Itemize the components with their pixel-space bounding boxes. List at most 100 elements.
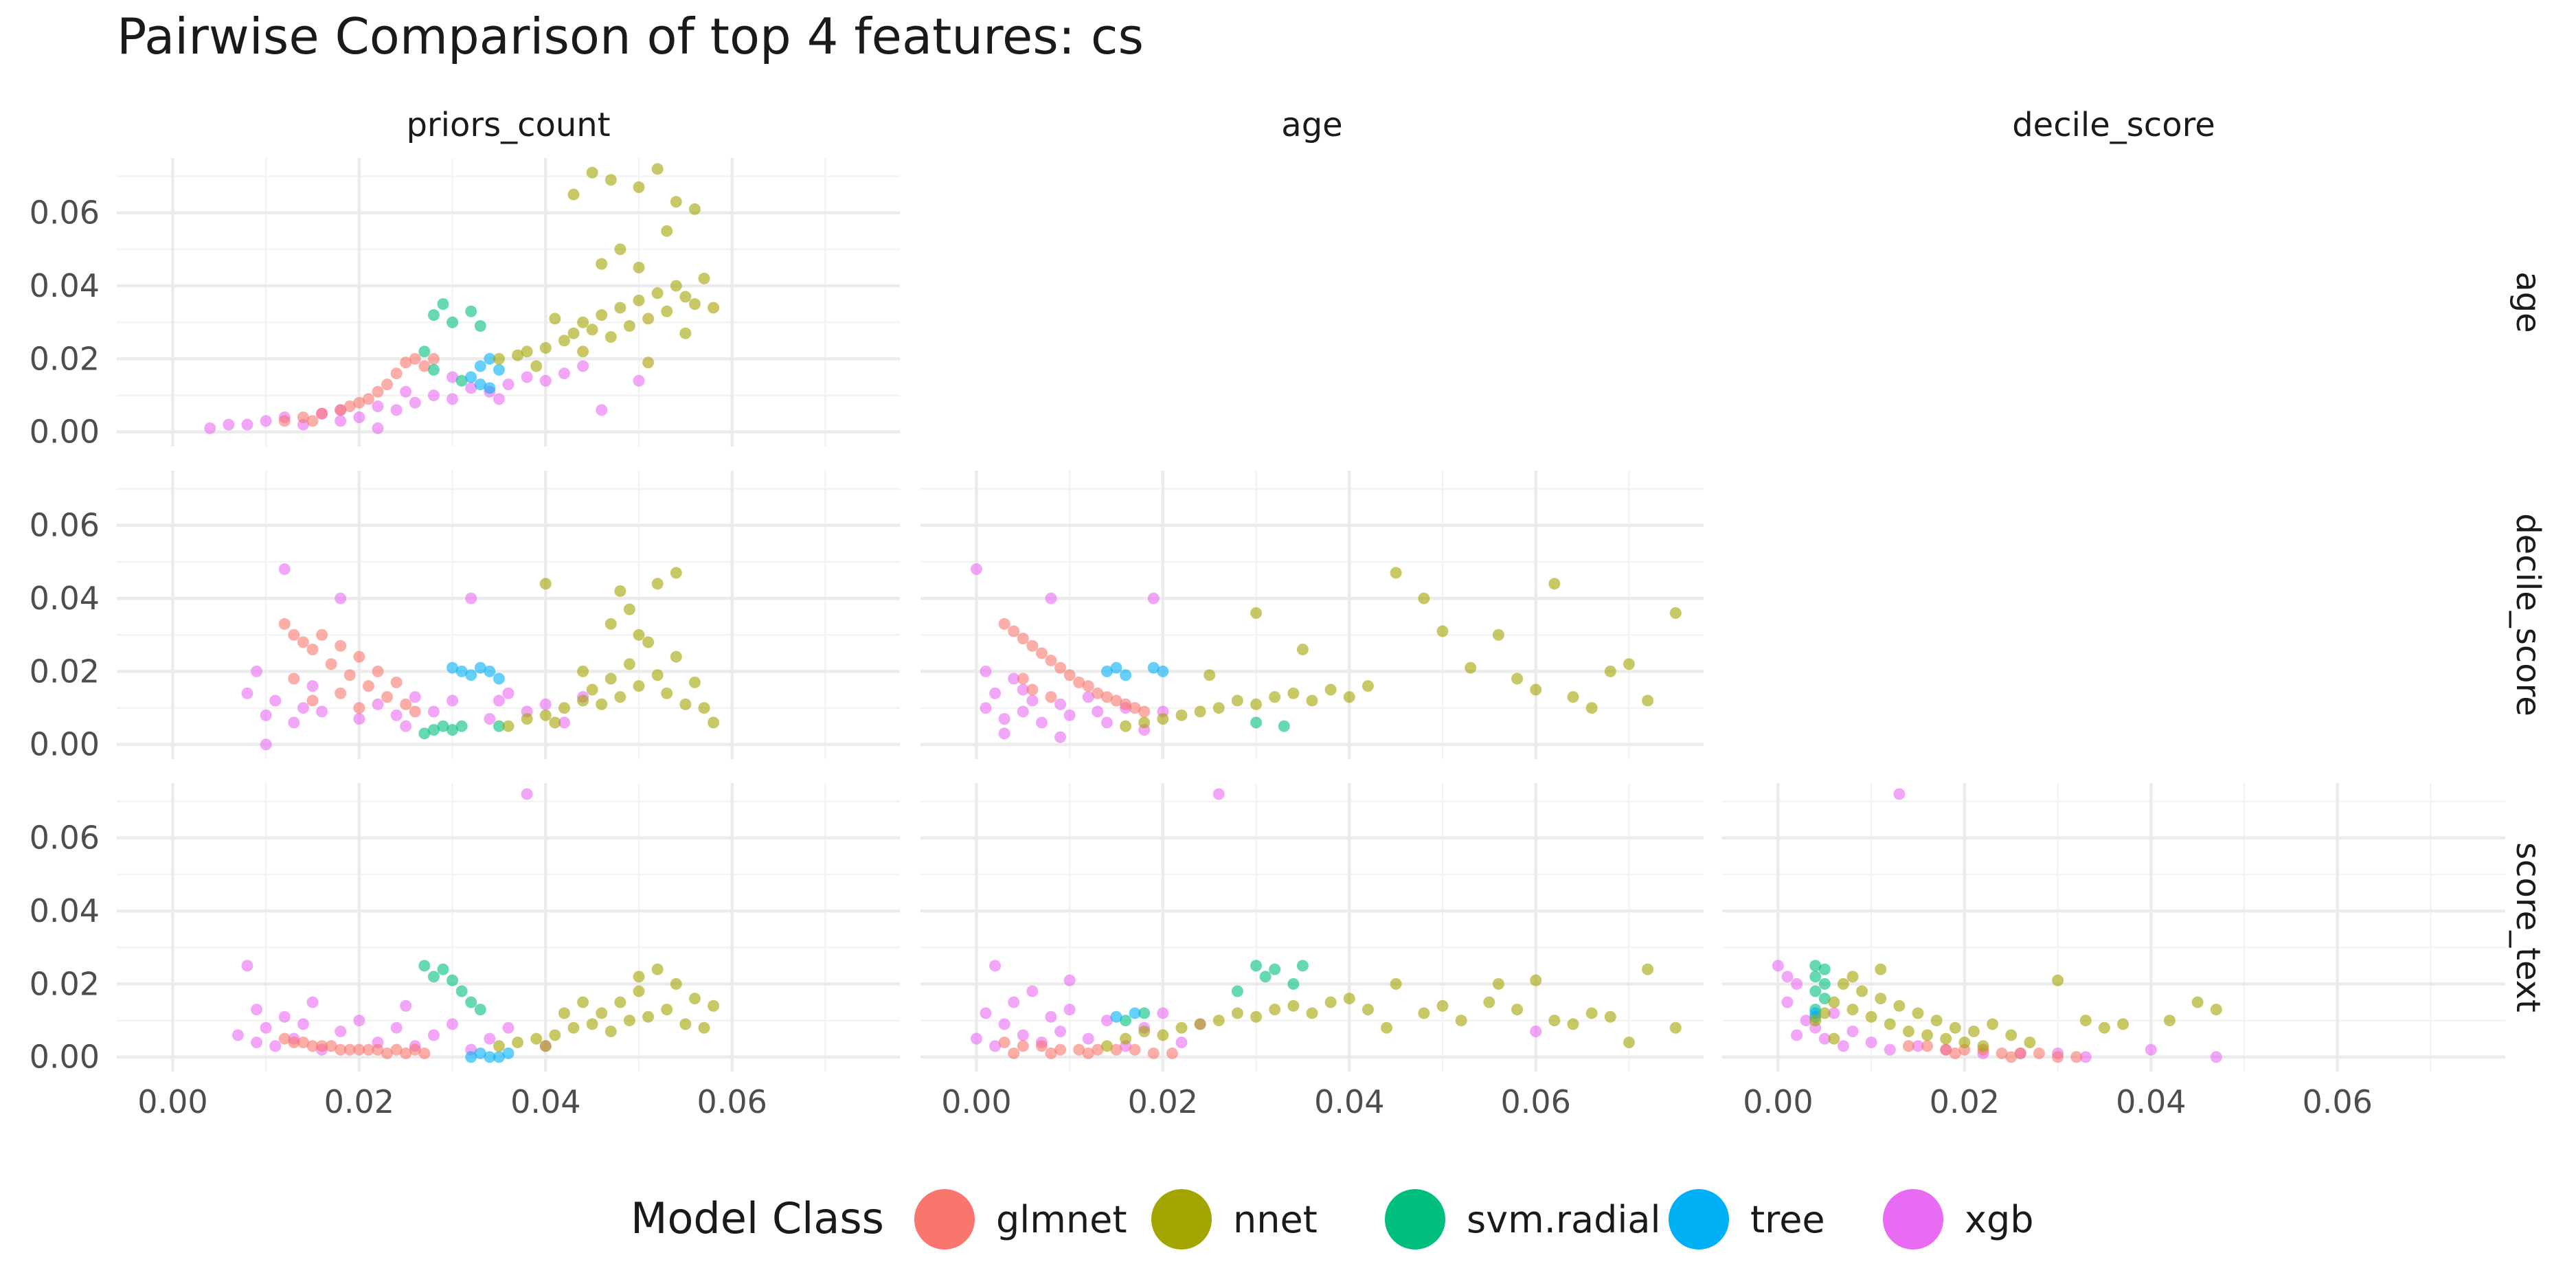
point-tree bbox=[484, 665, 496, 677]
point-svm-radial bbox=[1296, 960, 1309, 972]
point-nnet bbox=[661, 687, 673, 699]
point-nnet bbox=[2024, 1036, 2036, 1048]
point-svm-radial bbox=[455, 985, 468, 997]
point-nnet bbox=[1837, 978, 1849, 990]
facet-column-label: age bbox=[1281, 106, 1342, 144]
point-xgb bbox=[1092, 705, 1104, 718]
point-nnet bbox=[1492, 978, 1504, 990]
point-xgb bbox=[465, 382, 477, 394]
point-tree bbox=[484, 1051, 496, 1063]
x-tick-label: 0.00 bbox=[941, 1083, 1011, 1120]
point-nnet bbox=[651, 287, 664, 300]
point-nnet bbox=[679, 291, 692, 303]
point-nnet bbox=[2191, 996, 2204, 1008]
point-xgb bbox=[493, 694, 505, 707]
facet-column-label: priors_count bbox=[406, 106, 610, 144]
point-nnet bbox=[670, 196, 682, 208]
point-glmnet bbox=[1073, 676, 1085, 688]
legend-entry: nnet bbox=[1151, 1189, 1318, 1250]
point-glmnet bbox=[316, 407, 328, 420]
point-svm-radial bbox=[1138, 1007, 1151, 1019]
point-xgb bbox=[372, 698, 384, 710]
point-xgb bbox=[502, 687, 515, 699]
point-nnet bbox=[1194, 705, 1206, 718]
point-xgb bbox=[251, 665, 263, 677]
point-nnet bbox=[1642, 694, 1654, 707]
legend-key-swatch bbox=[1669, 1189, 1729, 1250]
point-tree bbox=[1129, 1007, 1141, 1019]
point-xgb bbox=[1818, 1032, 1831, 1045]
point-nnet bbox=[2098, 1021, 2110, 1034]
point-xgb bbox=[1157, 1007, 1169, 1019]
point-glmnet bbox=[390, 368, 403, 380]
point-nnet bbox=[1390, 978, 1402, 990]
point-nnet bbox=[1912, 1007, 1924, 1019]
point-xgb bbox=[1175, 1036, 1188, 1048]
point-nnet bbox=[539, 709, 552, 721]
point-nnet bbox=[1212, 702, 1225, 714]
point-nnet bbox=[1977, 1040, 1989, 1052]
point-nnet bbox=[1362, 680, 1374, 692]
point-nnet bbox=[2005, 1029, 2018, 1041]
point-nnet bbox=[1930, 1015, 1943, 1027]
point-nnet bbox=[1287, 687, 1300, 699]
point-xgb bbox=[1045, 1010, 1057, 1023]
legend-key-swatch bbox=[1883, 1189, 1943, 1250]
point-nnet bbox=[708, 302, 720, 314]
point-glmnet bbox=[1008, 1047, 1020, 1059]
point-nnet bbox=[1875, 993, 1887, 1005]
point-nnet bbox=[679, 327, 692, 339]
point-xgb bbox=[409, 396, 421, 409]
point-glmnet bbox=[2052, 1051, 2064, 1063]
point-tree bbox=[474, 662, 486, 674]
point-nnet bbox=[1138, 716, 1151, 729]
point-xgb bbox=[288, 716, 300, 729]
point-nnet bbox=[521, 713, 533, 725]
point-xgb bbox=[260, 709, 272, 721]
legend: Model Class glmnet nnet svm.radial tree xgb bbox=[631, 1189, 2034, 1250]
point-nnet bbox=[596, 698, 608, 710]
point-nnet bbox=[1958, 1036, 1971, 1048]
point-nnet bbox=[512, 349, 524, 361]
point-xgb bbox=[269, 1040, 282, 1052]
point-nnet bbox=[577, 316, 589, 328]
point-nnet bbox=[1250, 698, 1263, 710]
point-xgb bbox=[989, 1040, 1002, 1052]
y-tick-label: 0.00 bbox=[30, 414, 100, 451]
point-glmnet bbox=[353, 396, 365, 409]
point-xgb bbox=[1063, 709, 1076, 721]
point-nnet bbox=[1511, 673, 1524, 685]
point-svm-radial bbox=[447, 316, 459, 328]
legend-label: nnet bbox=[1233, 1198, 1318, 1241]
point-xgb bbox=[970, 1032, 982, 1045]
point-glmnet bbox=[343, 400, 356, 413]
point-glmnet bbox=[1063, 669, 1076, 681]
point-xgb bbox=[1893, 788, 1906, 800]
point-nnet bbox=[651, 163, 664, 175]
point-nnet bbox=[1967, 1026, 1980, 1038]
point-xgb bbox=[1791, 1029, 1803, 1041]
point-nnet bbox=[577, 346, 589, 358]
point-svm-radial bbox=[455, 720, 468, 732]
point-nnet bbox=[688, 676, 701, 688]
legend-entry: xgb bbox=[1883, 1189, 2034, 1250]
point-xgb bbox=[493, 393, 505, 405]
point-glmnet bbox=[297, 1036, 309, 1048]
legend-entry: svm.radial bbox=[1385, 1189, 1661, 1250]
point-nnet bbox=[1436, 625, 1449, 637]
point-glmnet bbox=[288, 629, 300, 641]
point-svm-radial bbox=[1120, 1015, 1132, 1027]
point-xgb bbox=[2210, 1051, 2222, 1063]
point-xgb bbox=[400, 720, 412, 732]
point-glmnet bbox=[1166, 1047, 1178, 1059]
point-nnet bbox=[567, 188, 580, 201]
point-xgb bbox=[989, 960, 1002, 972]
point-xgb bbox=[241, 418, 253, 431]
point-xgb bbox=[353, 713, 365, 725]
point-xgb bbox=[1026, 985, 1039, 997]
point-nnet bbox=[1418, 1007, 1430, 1019]
point-nnet bbox=[596, 309, 608, 321]
point-xgb bbox=[1772, 960, 1784, 972]
point-svm-radial bbox=[418, 960, 431, 972]
point-xgb bbox=[1828, 1007, 1840, 1019]
